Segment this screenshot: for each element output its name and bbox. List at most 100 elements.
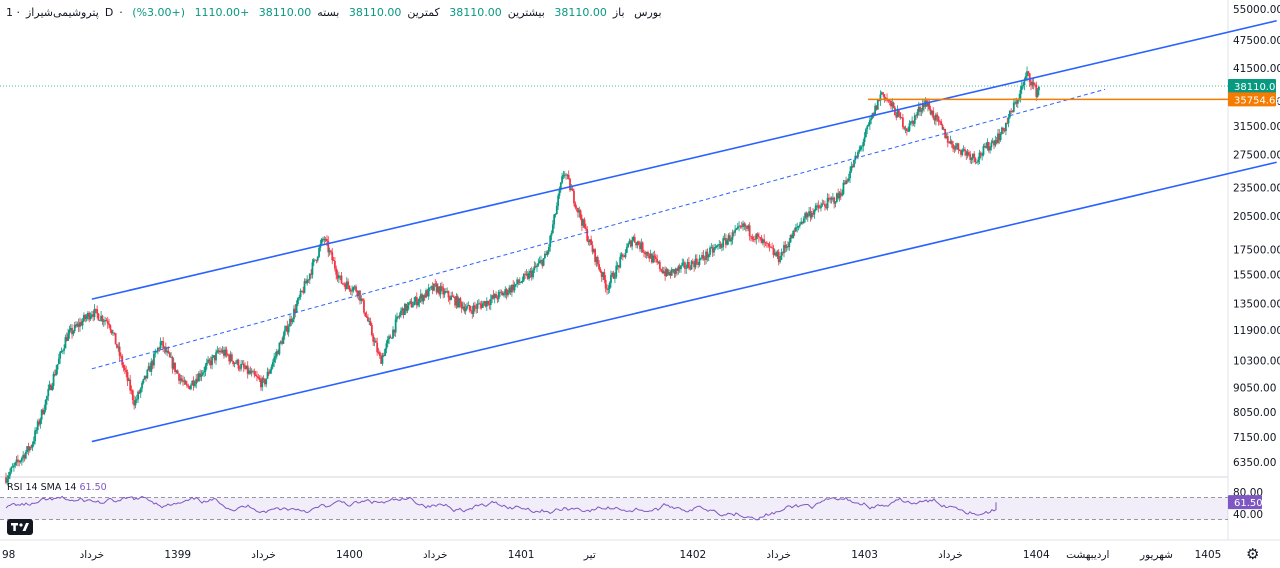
candle-body [966, 152, 969, 156]
candle-body [256, 375, 258, 377]
candle-body [661, 270, 664, 274]
candle-body [771, 247, 774, 249]
candle-body [480, 304, 483, 308]
rsi-legend[interactable]: RSI 14 SMA 14 61.50 [7, 482, 107, 493]
price-axis[interactable]: 55000.0047500.0041500.0035500.0031500.00… [1228, 4, 1280, 469]
candle-body [312, 259, 315, 263]
candle-body [921, 103, 924, 111]
candle-body [215, 352, 217, 361]
candle-body [20, 457, 23, 461]
candle-body [253, 371, 256, 375]
candle-body [158, 347, 161, 349]
time-axis[interactable]: 98 خرداد 1399 خرداد 1400 خرداد 1401 تیر 1402 خردا… [2, 549, 1221, 561]
candle-body [670, 269, 673, 276]
candle-body [327, 241, 330, 253]
symbol-name[interactable]: پتروشیمی‌شیراز [26, 6, 99, 19]
candle-body [674, 268, 677, 274]
price-tick-label: 23500.00 [1233, 182, 1280, 194]
candle-body [525, 273, 528, 275]
candle-body [652, 255, 655, 263]
candle-body [747, 225, 750, 229]
candle-body [454, 297, 456, 306]
trend-channel[interactable] [91, 19, 1277, 443]
candle-body [915, 115, 917, 117]
candle-body [1020, 86, 1023, 90]
rsi-tick-label: 40.00 [1233, 509, 1263, 521]
candle-body [435, 283, 438, 293]
candle-body [814, 205, 817, 211]
candle-body [979, 152, 982, 156]
candle-body [286, 325, 289, 333]
candle-body [887, 100, 890, 102]
candle-body [835, 193, 838, 203]
candle-body [274, 356, 277, 358]
price-tick-label: 31500.00 [1233, 121, 1280, 133]
candle-body [937, 116, 940, 122]
candle-body [322, 238, 324, 240]
candle-body [429, 287, 431, 289]
candle-body [649, 253, 652, 259]
candle-body [904, 128, 907, 130]
settings-gear-icon[interactable]: ⚙ [1246, 545, 1260, 563]
candle-body [162, 341, 165, 349]
candle-body [75, 324, 77, 327]
candle-body [1032, 82, 1035, 85]
candle-body [67, 333, 69, 341]
candle-body [805, 213, 808, 218]
candle-body [188, 386, 191, 390]
candle-body [433, 283, 435, 291]
tradingview-logo-icon[interactable] [7, 519, 33, 535]
candle-body [607, 288, 610, 290]
candle-body [179, 378, 182, 381]
candle-body [475, 307, 478, 309]
candle-body [838, 192, 841, 199]
candle-body [212, 355, 215, 357]
rsi-ma-length: 14 [64, 482, 77, 493]
candle-body [260, 379, 262, 388]
candle-body [203, 371, 206, 373]
interval[interactable]: 1D [6, 6, 114, 19]
candle-body [64, 337, 67, 349]
candle-body [641, 242, 644, 252]
candle-body [628, 240, 631, 244]
candle-body [797, 225, 800, 228]
candle-body [394, 319, 397, 333]
candle-body [150, 361, 153, 372]
candle-body [294, 308, 297, 313]
candle-body [479, 303, 482, 305]
candle-body [297, 298, 299, 305]
candle-body [680, 265, 682, 270]
candle-body [588, 239, 591, 243]
candle-body [518, 282, 521, 284]
candle-body [114, 333, 117, 345]
candle-body [323, 238, 326, 241]
candle-body [500, 291, 503, 293]
candle-body [254, 374, 257, 376]
candle-body [769, 246, 772, 248]
candle-body [908, 123, 911, 131]
candle-body [48, 384, 51, 390]
candle-body [51, 385, 54, 390]
candle-body [941, 124, 944, 130]
candle-body [463, 306, 466, 312]
candle-body [702, 254, 705, 259]
candle-body [514, 283, 517, 285]
candle-body [954, 146, 957, 150]
candle-body [796, 227, 799, 228]
candle-body [455, 296, 458, 306]
candle-body [307, 279, 310, 281]
candle-body [216, 350, 219, 353]
candle-body [337, 276, 340, 279]
candle-body [349, 289, 352, 292]
candle-body [344, 284, 347, 290]
candle-body [545, 253, 548, 256]
candle-body [1026, 71, 1028, 77]
candle-body [219, 350, 221, 353]
candle-body [826, 197, 829, 209]
candle-body [505, 289, 508, 296]
candle-body [122, 365, 125, 368]
candle-body [184, 380, 187, 385]
rsi-line [5, 495, 997, 521]
